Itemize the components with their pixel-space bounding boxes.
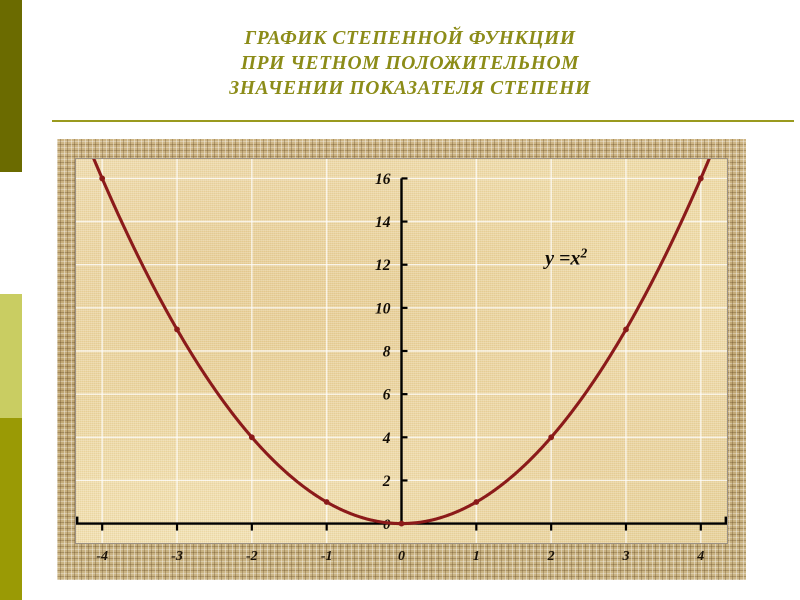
function-annotation: y =x2 (543, 245, 587, 270)
y-tick-label: 10 (375, 300, 391, 317)
slide-title-line-2: ПРИ ЧЕТНОМ ПОЛОЖИТЕЛЬНОМ (240, 53, 580, 74)
data-point-marker (323, 499, 330, 505)
data-point-marker (398, 520, 405, 527)
chart-image-panel: 0 2 4 6 8 10 12 14 16 y =x2 -4 -3 -2 -1 0 1 2 3 4 (57, 139, 746, 580)
y-tick-label: 14 (375, 214, 391, 231)
data-point-marker (99, 175, 106, 182)
data-point-marker (623, 326, 629, 333)
data-point-marker (174, 326, 180, 333)
title-divider-rule (52, 120, 794, 122)
y-tick-label: 0 (383, 517, 391, 533)
x-tick-label: -3 (171, 549, 183, 564)
function-annotation-exponent: 2 (579, 245, 587, 260)
slide-title: ГРАФИК СТЕПЕННОЙ ФУНКЦИИ ПРИ ЧЕТНОМ ПОЛО… (60, 26, 760, 101)
data-point-marker (248, 434, 255, 441)
slide-title-line-3: ЗНАЧЕНИИ ПОКАЗАТЕЛЯ СТЕПЕНИ (229, 78, 591, 99)
sidebar-band-white (0, 172, 22, 294)
y-tick-label: 2 (382, 473, 391, 490)
sidebar-band-dark-olive (0, 0, 22, 172)
x-tick-label: 1 (472, 549, 480, 564)
x-tick-label: 0 (398, 549, 405, 564)
plot-canvas: 0 2 4 6 8 10 12 14 16 y =x2 (75, 158, 728, 544)
y-tick-label: 4 (382, 430, 391, 447)
slide-title-line-1: ГРАФИК СТЕПЕННОЙ ФУНКЦИИ (244, 28, 576, 49)
parabola-plot: 0 2 4 6 8 10 12 14 16 y =x2 (76, 159, 727, 543)
x-tick-label: -1 (320, 549, 333, 564)
x-tick-label: 4 (697, 549, 705, 564)
y-tick-label: 12 (375, 257, 391, 274)
data-point-marker (697, 175, 704, 182)
decorative-sidebar (0, 0, 22, 600)
x-tick-label: 3 (622, 549, 630, 564)
y-tick-label: 6 (383, 387, 391, 404)
x-tick-label: -4 (96, 549, 109, 564)
x-tick-label: -2 (246, 549, 258, 564)
data-point-marker (473, 499, 480, 505)
data-point-marker (548, 434, 555, 441)
y-tick-label: 16 (375, 171, 391, 188)
x-tick-label: 2 (547, 549, 555, 564)
y-tick-label: 8 (383, 344, 391, 361)
sidebar-band-light-lime (0, 294, 22, 418)
sidebar-band-olive (0, 418, 22, 600)
